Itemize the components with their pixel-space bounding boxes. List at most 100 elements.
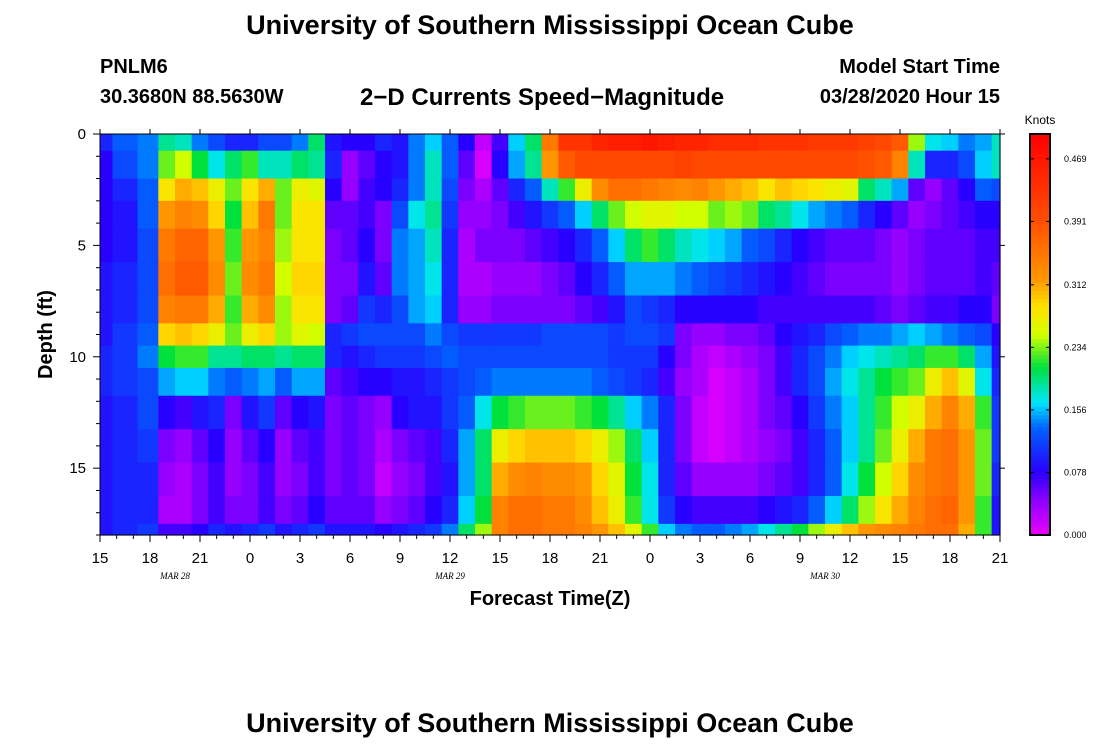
heatmap-cell: [558, 134, 576, 152]
colorbar-swatch: [1030, 398, 1050, 404]
model-start-value: 03/28/2020 Hour 15: [819, 86, 1000, 108]
heatmap-cell: [341, 345, 359, 369]
heatmap-cell: [758, 134, 776, 152]
heatmap-cell: [425, 323, 443, 347]
heatmap-cell: [291, 134, 309, 152]
heatmap-cell: [758, 395, 776, 430]
heatmap-cell: [675, 295, 693, 324]
heatmap-cell: [458, 200, 476, 230]
heatmap-cell: [175, 496, 193, 525]
heatmap-cell: [358, 395, 376, 430]
colorbar-swatch: [1030, 350, 1050, 356]
heatmap-cell: [275, 523, 293, 536]
colorbar-swatch: [1030, 286, 1050, 291]
heatmap-cell: [112, 496, 139, 525]
heatmap-cell: [758, 345, 776, 369]
heatmap-cell: [925, 395, 943, 430]
heatmap-cell: [475, 262, 493, 297]
heatmap-cell: [525, 295, 543, 324]
heatmap-cell: [112, 429, 139, 464]
heatmap-cell: [591, 228, 609, 263]
heatmap-cell: [308, 200, 326, 230]
heatmap-cell: [775, 496, 793, 525]
colorbar-swatch: [1030, 326, 1050, 332]
heatmap-cell: [841, 523, 859, 536]
heatmap-cell: [475, 134, 493, 152]
x-tick-label: 0: [646, 550, 654, 567]
colorbar-swatch: [1030, 358, 1050, 364]
heatmap-cell: [691, 228, 709, 263]
heatmap-cell: [158, 200, 176, 230]
heatmap-cell: [941, 200, 959, 230]
colorbar-swatch: [1030, 518, 1050, 524]
x-tick-label: 9: [396, 550, 404, 567]
heatmap-cell: [808, 178, 826, 202]
colorbar-swatch: [1030, 450, 1050, 456]
heatmap-cell: [841, 200, 859, 230]
heatmap-cell: [725, 295, 743, 324]
heatmap-cell: [808, 523, 826, 536]
heatmap-cell: [191, 367, 209, 397]
colorbar-swatch: [1030, 334, 1050, 340]
heatmap-cell: [375, 178, 393, 202]
heatmap-cell: [375, 429, 393, 464]
heatmap-cell: [158, 462, 176, 497]
heatmap-cell: [137, 523, 159, 536]
heatmap-cell: [808, 150, 826, 180]
heatmap-cell: [425, 134, 443, 152]
heatmap-cell: [575, 345, 593, 369]
heatmap-cell: [391, 523, 409, 536]
heatmap-cell: [641, 367, 659, 397]
heatmap-cell: [875, 228, 893, 263]
heatmap-cell: [275, 367, 293, 397]
heatmap-cell: [858, 523, 876, 536]
heatmap-cell: [591, 323, 609, 347]
heatmap-cell: [191, 178, 209, 202]
heatmap-cell: [975, 429, 993, 464]
heatmap-cell: [608, 429, 626, 464]
heatmap-cell: [158, 178, 176, 202]
colorbar-swatch: [1030, 154, 1050, 159]
heatmap-cell: [225, 295, 243, 324]
heatmap-cell: [491, 345, 509, 369]
heatmap-cell: [491, 395, 509, 430]
heatmap-cell: [991, 462, 1001, 497]
heatmap-cell: [725, 496, 743, 525]
heatmap-cell: [858, 395, 876, 430]
heatmap-cell: [258, 150, 276, 180]
heatmap-cell: [525, 134, 543, 152]
x-tick-label: 12: [842, 550, 859, 567]
heatmap-cell: [341, 295, 359, 324]
heatmap-cell: [825, 496, 843, 525]
heatmap-cell: [158, 395, 176, 430]
heatmap-cell: [591, 395, 609, 430]
heatmap-cell: [658, 228, 676, 263]
heatmap-cell: [341, 134, 359, 152]
colorbar-swatch: [1030, 510, 1050, 516]
heatmap-cell: [925, 295, 943, 324]
heatmap-cell: [475, 523, 493, 536]
heatmap-cell: [258, 228, 276, 263]
colorbar-swatch: [1030, 466, 1050, 472]
heatmap-cell: [858, 345, 876, 369]
heatmap-cell: [291, 295, 309, 324]
heatmap-cell: [691, 496, 709, 525]
heatmap-cell: [858, 462, 876, 497]
heatmap-cell: [208, 367, 226, 397]
heatmap-cell: [741, 134, 759, 152]
heatmap-cell: [441, 150, 459, 180]
heatmap-cell: [258, 367, 276, 397]
heatmap-cell: [675, 429, 693, 464]
heatmap-cell: [708, 200, 726, 230]
heatmap-cell: [191, 523, 209, 536]
heatmap-cell: [291, 395, 309, 430]
heatmap-cell: [375, 323, 393, 347]
heatmap-cell: [758, 429, 776, 464]
heatmap-cell: [741, 228, 759, 263]
heatmap-cell: [891, 345, 909, 369]
heatmap-cell: [208, 134, 226, 152]
heatmap-cell: [475, 178, 493, 202]
heatmap-cell: [137, 262, 159, 297]
station-coordinates: 30.3680N 88.5630W: [100, 86, 284, 108]
